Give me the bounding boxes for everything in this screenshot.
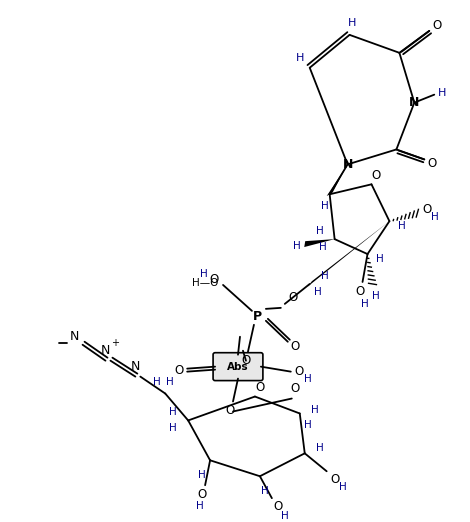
Text: O: O bbox=[330, 473, 339, 486]
Text: H: H bbox=[153, 376, 161, 387]
Text: H—O: H—O bbox=[192, 278, 218, 288]
Text: O: O bbox=[290, 340, 299, 353]
Text: H: H bbox=[321, 201, 329, 211]
Text: N: N bbox=[343, 158, 353, 171]
Text: H: H bbox=[316, 226, 323, 236]
Text: H: H bbox=[261, 486, 269, 496]
Text: H: H bbox=[293, 241, 301, 251]
Text: O: O bbox=[273, 500, 282, 513]
Text: O: O bbox=[372, 169, 381, 182]
Text: H: H bbox=[314, 287, 321, 297]
Text: H: H bbox=[347, 18, 356, 28]
Text: H: H bbox=[169, 423, 177, 433]
Text: O: O bbox=[355, 286, 364, 299]
Text: N: N bbox=[409, 96, 420, 109]
Text: P: P bbox=[253, 311, 262, 323]
Text: H: H bbox=[372, 291, 379, 301]
Text: H: H bbox=[169, 408, 177, 418]
Text: H: H bbox=[198, 470, 206, 480]
Text: O: O bbox=[432, 19, 442, 32]
Text: +: + bbox=[111, 338, 119, 348]
Text: H: H bbox=[296, 53, 304, 63]
Text: O: O bbox=[255, 381, 265, 394]
Text: O: O bbox=[423, 203, 432, 216]
Text: O: O bbox=[241, 354, 251, 367]
Text: N: N bbox=[101, 344, 110, 357]
Text: H: H bbox=[438, 88, 446, 98]
Text: H: H bbox=[281, 511, 289, 521]
Text: H: H bbox=[166, 376, 174, 387]
Text: H: H bbox=[311, 406, 319, 416]
Text: H: H bbox=[321, 271, 329, 281]
Text: H: H bbox=[431, 212, 439, 222]
Text: H: H bbox=[319, 242, 327, 252]
Text: N: N bbox=[70, 330, 79, 343]
Polygon shape bbox=[307, 221, 390, 287]
Text: O: O bbox=[210, 274, 219, 287]
Polygon shape bbox=[304, 239, 335, 247]
Text: O: O bbox=[294, 365, 304, 378]
Text: H: H bbox=[316, 443, 323, 453]
Text: O: O bbox=[290, 382, 299, 395]
Text: N: N bbox=[131, 360, 140, 373]
Text: O: O bbox=[288, 291, 298, 304]
Text: H: H bbox=[339, 482, 346, 492]
Text: Abs: Abs bbox=[227, 362, 249, 372]
Polygon shape bbox=[327, 164, 348, 196]
Text: H: H bbox=[304, 420, 312, 431]
Text: H: H bbox=[398, 221, 405, 231]
Text: H: H bbox=[304, 374, 312, 384]
Text: H: H bbox=[360, 299, 368, 309]
Text: O: O bbox=[226, 404, 235, 417]
Text: O: O bbox=[197, 488, 207, 501]
Text: H: H bbox=[196, 501, 204, 511]
Text: O: O bbox=[174, 364, 184, 377]
Text: H: H bbox=[200, 269, 208, 279]
Text: O: O bbox=[428, 157, 437, 170]
FancyBboxPatch shape bbox=[213, 353, 263, 381]
Text: H: H bbox=[376, 254, 384, 264]
